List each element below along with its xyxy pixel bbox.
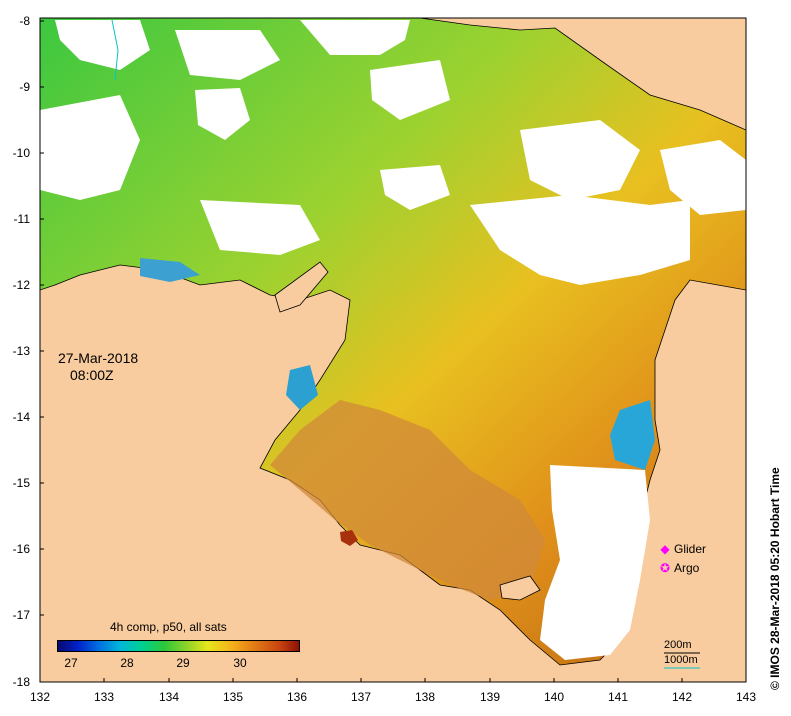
lon-tick: 137 xyxy=(350,690,372,704)
colorbar-tick: 30 xyxy=(233,656,247,670)
groote-eylandt xyxy=(274,261,329,313)
lat-tick: -18 xyxy=(12,675,30,689)
scale-label-1000: 1000m xyxy=(664,654,698,666)
lon-tick: 132 xyxy=(29,690,51,704)
scale-label-200: 200m xyxy=(664,639,692,651)
timestamp: 27-Mar-2018 08:00Z xyxy=(58,350,138,384)
legend-argo: ✪ Argo xyxy=(660,561,699,575)
lon-tick: 141 xyxy=(607,690,629,704)
cool-patch-east xyxy=(610,400,655,470)
colorbar-tick: 27 xyxy=(64,656,78,670)
river xyxy=(111,19,119,81)
circle-icon: ✪ xyxy=(660,561,671,575)
lat-tick: -17 xyxy=(12,608,30,622)
map-frame xyxy=(39,17,747,683)
lon-tick: 139 xyxy=(479,690,501,704)
mornington-island xyxy=(499,575,541,601)
lon-tick: 143 xyxy=(735,690,757,704)
lat-tick: -14 xyxy=(12,410,30,424)
hot-spot xyxy=(340,530,358,546)
lon-tick: 133 xyxy=(93,690,115,704)
legend-glider: ◆ Glider xyxy=(660,542,706,556)
axis-ticks xyxy=(39,20,747,683)
lon-tick: 140 xyxy=(543,690,565,704)
lat-tick: -9 xyxy=(19,80,30,94)
lat-tick: -12 xyxy=(12,278,30,292)
legend-argo-label: Argo xyxy=(674,561,700,575)
colorbar-tick: 29 xyxy=(176,656,190,670)
lat-tick: -13 xyxy=(12,344,30,358)
lat-tick: -10 xyxy=(12,146,30,160)
lon-tick: 138 xyxy=(414,690,436,704)
lon-tick: 134 xyxy=(158,690,180,704)
cool-patch-west xyxy=(286,365,318,410)
lat-tick: -11 xyxy=(13,212,30,226)
colorbar-title: 4h comp, p50, all sats xyxy=(110,620,227,634)
credit-text: © IMOS 28-Mar-2018 05:20 Hobart Time xyxy=(768,467,782,690)
legend-glider-label: Glider xyxy=(674,542,707,556)
colorbar xyxy=(57,640,300,652)
warm-core xyxy=(270,400,545,600)
timestamp-date: 27-Mar-2018 xyxy=(58,350,139,366)
no-data-patches xyxy=(40,20,746,660)
lon-tick: 135 xyxy=(222,690,244,704)
diamond-icon: ◆ xyxy=(660,542,670,556)
colorbar-tick: 28 xyxy=(120,656,134,670)
lon-tick: 142 xyxy=(671,690,693,704)
lat-tick: -16 xyxy=(12,542,30,556)
lat-tick: -15 xyxy=(12,476,30,490)
lat-tick: -8 xyxy=(19,14,30,28)
lon-tick: 136 xyxy=(286,690,308,704)
timestamp-time: 08:00Z xyxy=(70,367,114,383)
cool-patch-nw xyxy=(140,258,200,282)
